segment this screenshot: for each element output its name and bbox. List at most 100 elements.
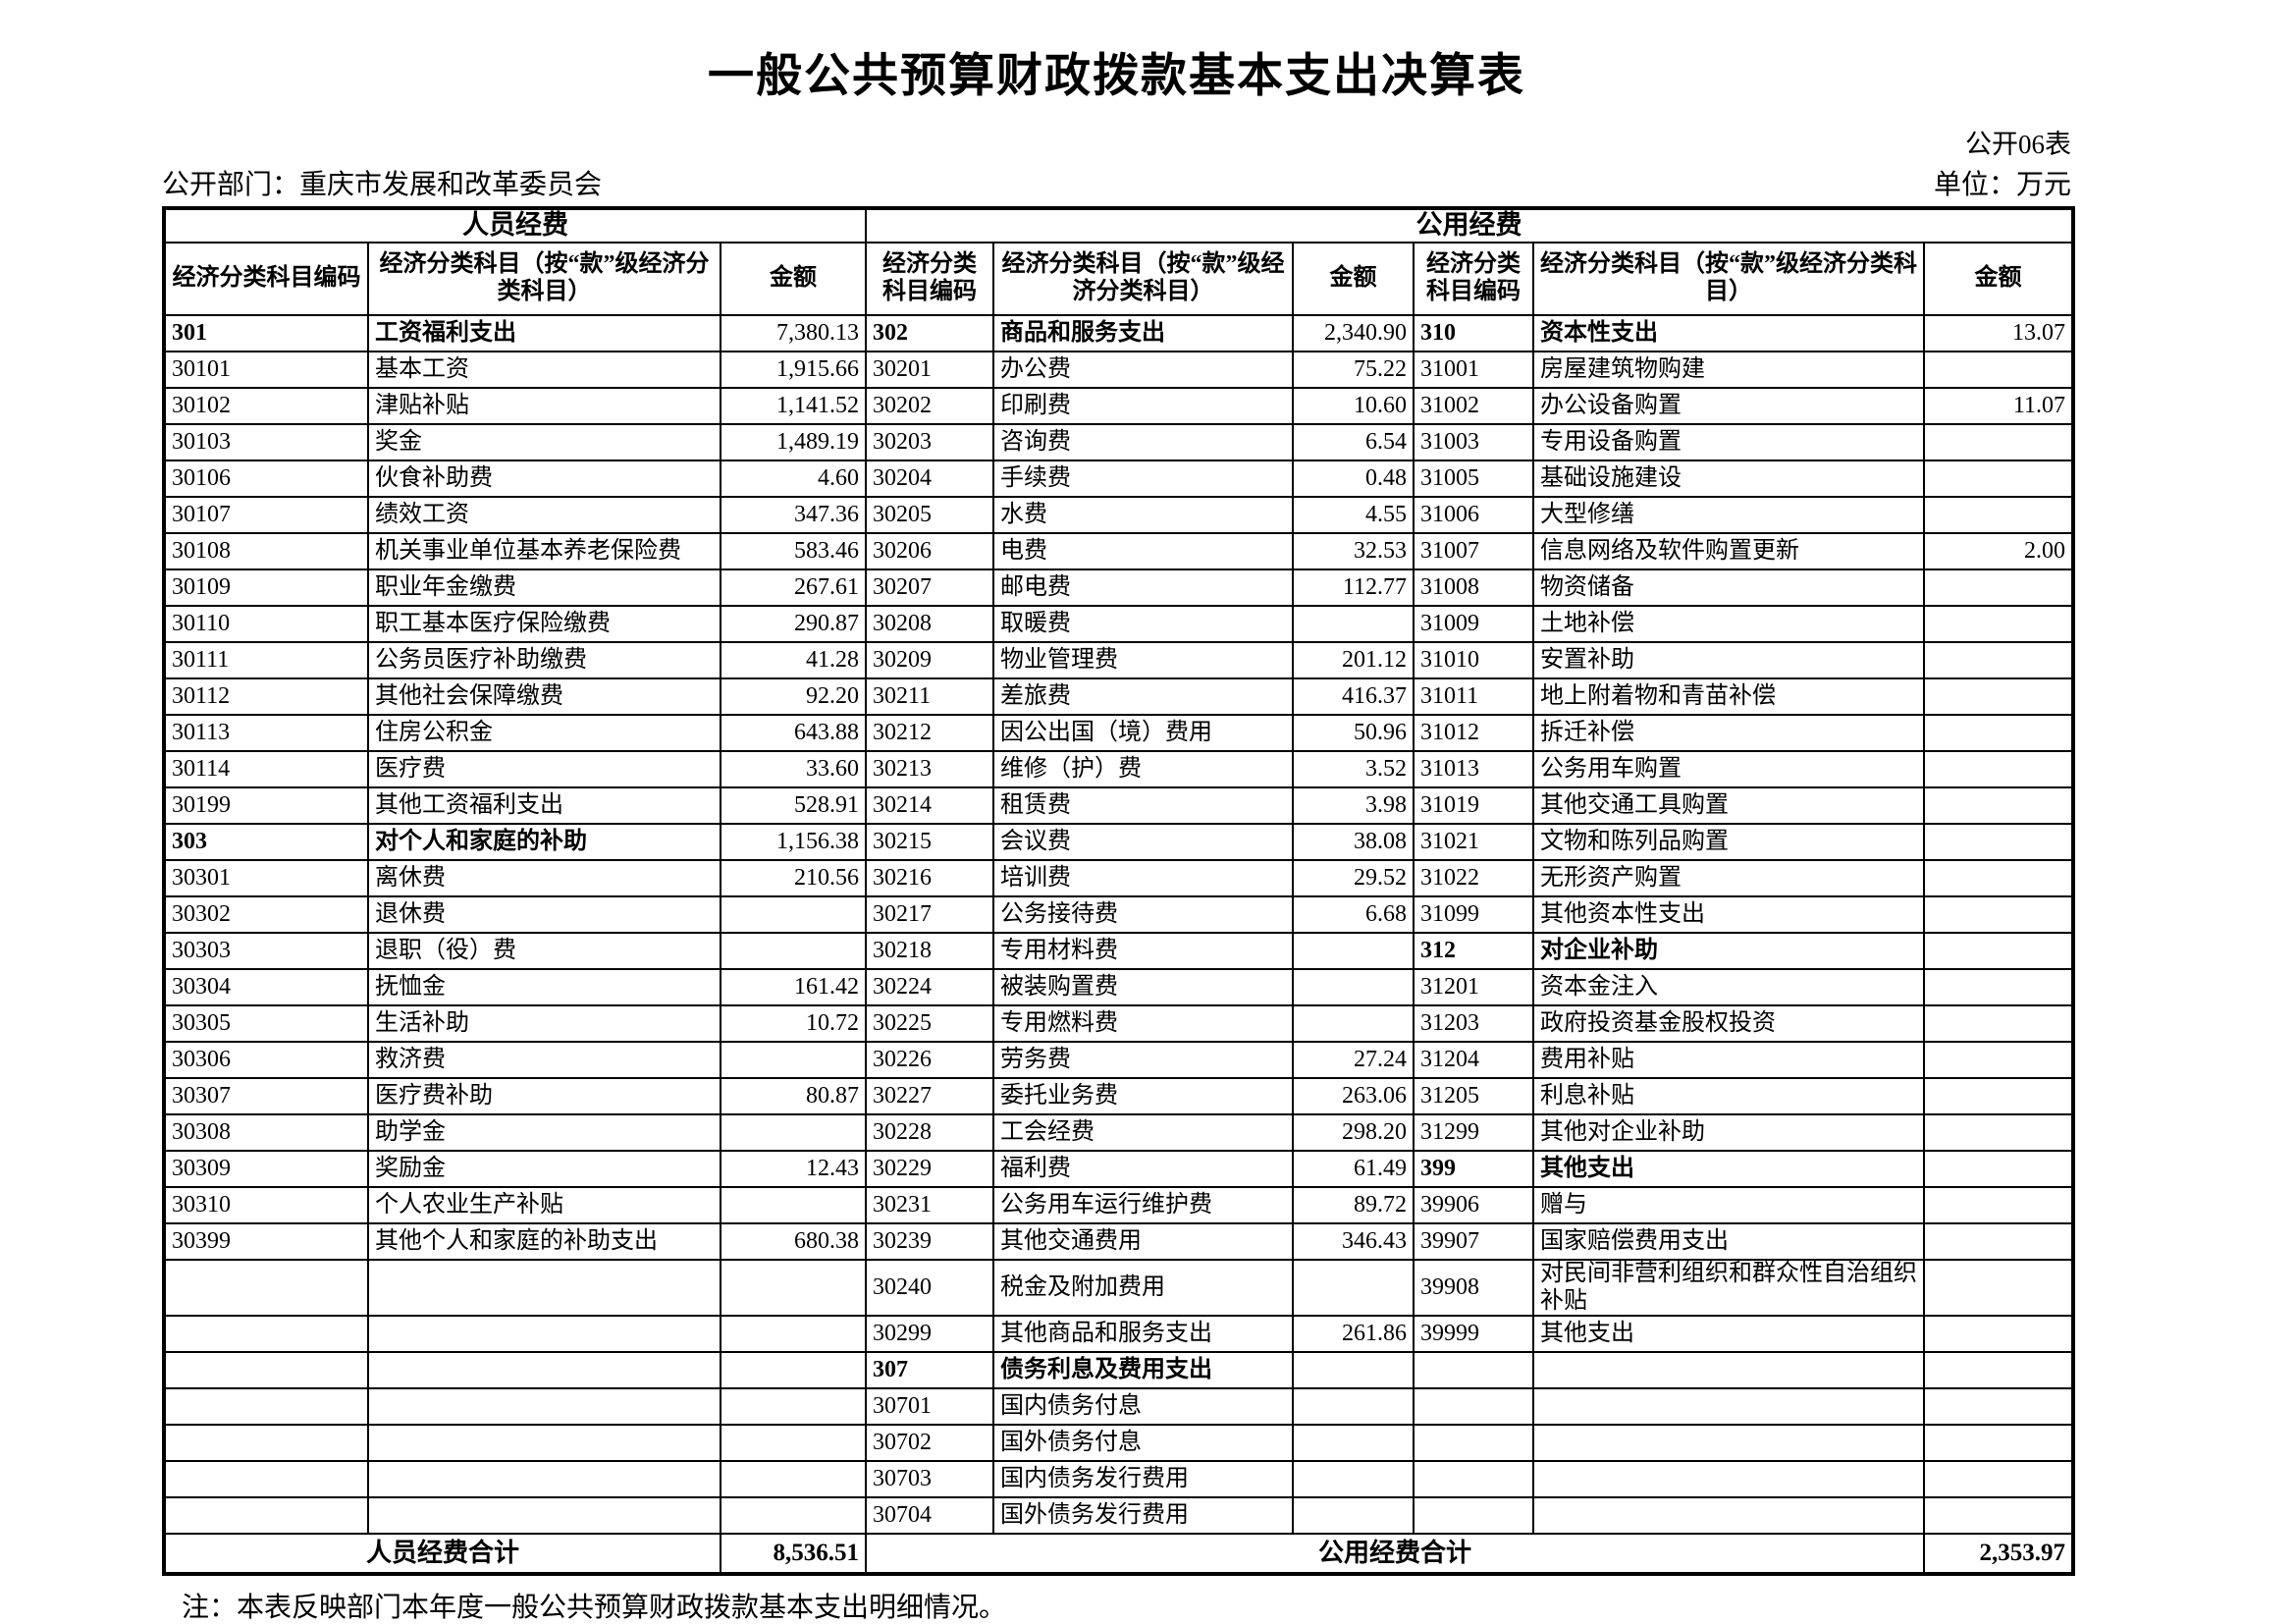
subject-cell: 公务用车运行维护费	[992, 1186, 1294, 1224]
subject-cell: 取暖费	[992, 605, 1294, 643]
amount-cell: 583.46	[720, 532, 867, 570]
code-cell: 30299	[865, 1315, 994, 1354]
subject-cell: 房屋建筑物购建	[1532, 351, 1925, 389]
code-cell: 30208	[865, 605, 994, 643]
amount-cell	[720, 932, 867, 970]
amount-cell: 10.72	[720, 1004, 867, 1043]
amount-cell	[1923, 1387, 2074, 1427]
code-cell: 30211	[865, 677, 994, 716]
amount-cell: 680.38	[720, 1222, 867, 1261]
subject-cell: 奖金	[367, 423, 721, 461]
code-cell: 31003	[1413, 423, 1534, 461]
subject-cell: 文物和陈列品购置	[1532, 823, 1925, 861]
code-cell: 30107	[163, 496, 369, 534]
page-title: 一般公共预算财政拨款基本支出决算表	[708, 51, 1525, 102]
subject-cell: 其他社会保障缴费	[367, 677, 721, 716]
subject-cell: 绩效工资	[367, 496, 721, 534]
code-cell: 310	[1413, 314, 1534, 352]
table-row: 30304 抚恤金 161.42 30224 被装购置费 31201 资本金注入	[163, 968, 2074, 1006]
code-cell: 303	[163, 823, 369, 861]
subject-cell: 退休费	[367, 895, 721, 934]
amount-cell	[1292, 1351, 1415, 1390]
amount-cell	[1292, 932, 1415, 970]
amount-cell: 1,915.66	[720, 351, 867, 389]
subject-cell: 退职（役）费	[367, 932, 721, 970]
subject-cell: 其他个人和家庭的补助支出	[367, 1222, 721, 1261]
code-cell: 30113	[163, 714, 369, 752]
table-row: 30703 国内债务发行费用	[163, 1460, 2074, 1499]
code-cell	[163, 1387, 369, 1427]
code-cell: 31001	[1413, 351, 1534, 389]
amount-cell	[1923, 968, 2074, 1006]
subject-cell: 福利费	[992, 1150, 1294, 1188]
subject-cell: 委托业务费	[992, 1077, 1294, 1115]
code-cell: 30214	[865, 786, 994, 825]
table-row: 30108 机关事业单位基本养老保险费 583.46 30206 电费 32.53 3100…	[163, 532, 2074, 570]
amount-cell: 4.55	[1292, 496, 1415, 534]
code-cell: 30111	[163, 641, 369, 679]
subject-cell: 赠与	[1532, 1186, 1925, 1224]
amount-cell	[720, 1041, 867, 1079]
amount-cell: 1,141.52	[720, 387, 867, 425]
table-row: 30112 其他社会保障缴费 92.20 30211 差旅费 416.37 31011 地上附…	[163, 677, 2074, 716]
table-row: 30103 奖金 1,489.19 30203 咨询费 6.54 31003 专用设备购置	[163, 423, 2074, 461]
amount-cell	[1923, 496, 2074, 534]
table-row: 30299 其他商品和服务支出 261.86 39999 其他支出	[163, 1315, 2074, 1354]
amount-cell	[1923, 1258, 2074, 1318]
subject-cell: 土地补偿	[1532, 605, 1925, 643]
table-row: 30107 绩效工资 347.36 30205 水费 4.55 31006 大型修缮	[163, 496, 2074, 534]
col-header-amount: 金额	[720, 242, 867, 316]
code-cell	[1413, 1496, 1534, 1536]
amount-cell	[1923, 1041, 2074, 1079]
amount-cell	[1923, 786, 2074, 825]
amount-cell	[1292, 968, 1415, 1006]
code-cell	[1413, 1351, 1534, 1390]
code-cell: 31007	[1413, 532, 1534, 570]
code-cell: 30112	[163, 677, 369, 716]
table-body: 301 工资福利支出 7,380.13 302 商品和服务支出 2,340.90 310 资本…	[163, 314, 2074, 1536]
department-label: 公开部门：重庆市发展和改革委员会	[162, 170, 603, 200]
footnote: 注：本表反映部门本年度一般公共预算财政拨款基本支出明细情况。	[182, 1593, 1007, 1624]
amount-cell: 7,380.13	[720, 314, 867, 352]
subject-cell: 公务员医疗补助缴费	[367, 641, 721, 679]
subject-cell: 奖励金	[367, 1150, 721, 1188]
subject-cell: 个人农业生产补贴	[367, 1186, 721, 1224]
subject-cell: 职业年金缴费	[367, 568, 721, 607]
code-cell: 31002	[1413, 387, 1534, 425]
subject-cell	[1532, 1351, 1925, 1390]
subject-cell: 对民间非营利组织和群众性自治组织补贴	[1532, 1258, 1925, 1318]
amount-cell	[1292, 1258, 1415, 1318]
amount-cell	[1923, 895, 2074, 934]
unit-label: 单位：万元	[1933, 170, 2071, 200]
code-cell: 30229	[865, 1150, 994, 1188]
amount-cell	[1292, 1496, 1415, 1536]
amount-cell: 80.87	[720, 1077, 867, 1115]
subject-cell: 商品和服务支出	[992, 314, 1294, 352]
code-cell: 31205	[1413, 1077, 1534, 1115]
code-cell: 30114	[163, 750, 369, 788]
code-cell: 30310	[163, 1186, 369, 1224]
subject-cell: 专用燃料费	[992, 1004, 1294, 1043]
subject-cell: 专用材料费	[992, 932, 1294, 970]
code-cell: 31008	[1413, 568, 1534, 607]
code-cell: 31021	[1413, 823, 1534, 861]
subject-cell: 生活补助	[367, 1004, 721, 1043]
subject-cell: 对个人和家庭的补助	[367, 823, 721, 861]
amount-cell: 112.77	[1292, 568, 1415, 607]
subject-cell: 信息网络及软件购置更新	[1532, 532, 1925, 570]
subject-cell: 基本工资	[367, 351, 721, 389]
amount-cell: 528.91	[720, 786, 867, 825]
code-cell: 30203	[865, 423, 994, 461]
amount-cell	[1923, 1150, 2074, 1188]
subject-cell: 公务接待费	[992, 895, 1294, 934]
subject-cell	[1532, 1424, 1925, 1463]
subject-cell: 其他对企业补助	[1532, 1113, 1925, 1152]
subject-cell: 被装购置费	[992, 968, 1294, 1006]
subject-cell: 安置补助	[1532, 641, 1925, 679]
code-cell: 30205	[865, 496, 994, 534]
amount-cell: 346.43	[1292, 1222, 1415, 1261]
table-row: 30109 职业年金缴费 267.61 30207 邮电费 112.77 31008 物资储备	[163, 568, 2074, 607]
code-cell: 30304	[163, 968, 369, 1006]
amount-cell	[720, 1258, 867, 1318]
amount-cell	[1292, 1460, 1415, 1499]
